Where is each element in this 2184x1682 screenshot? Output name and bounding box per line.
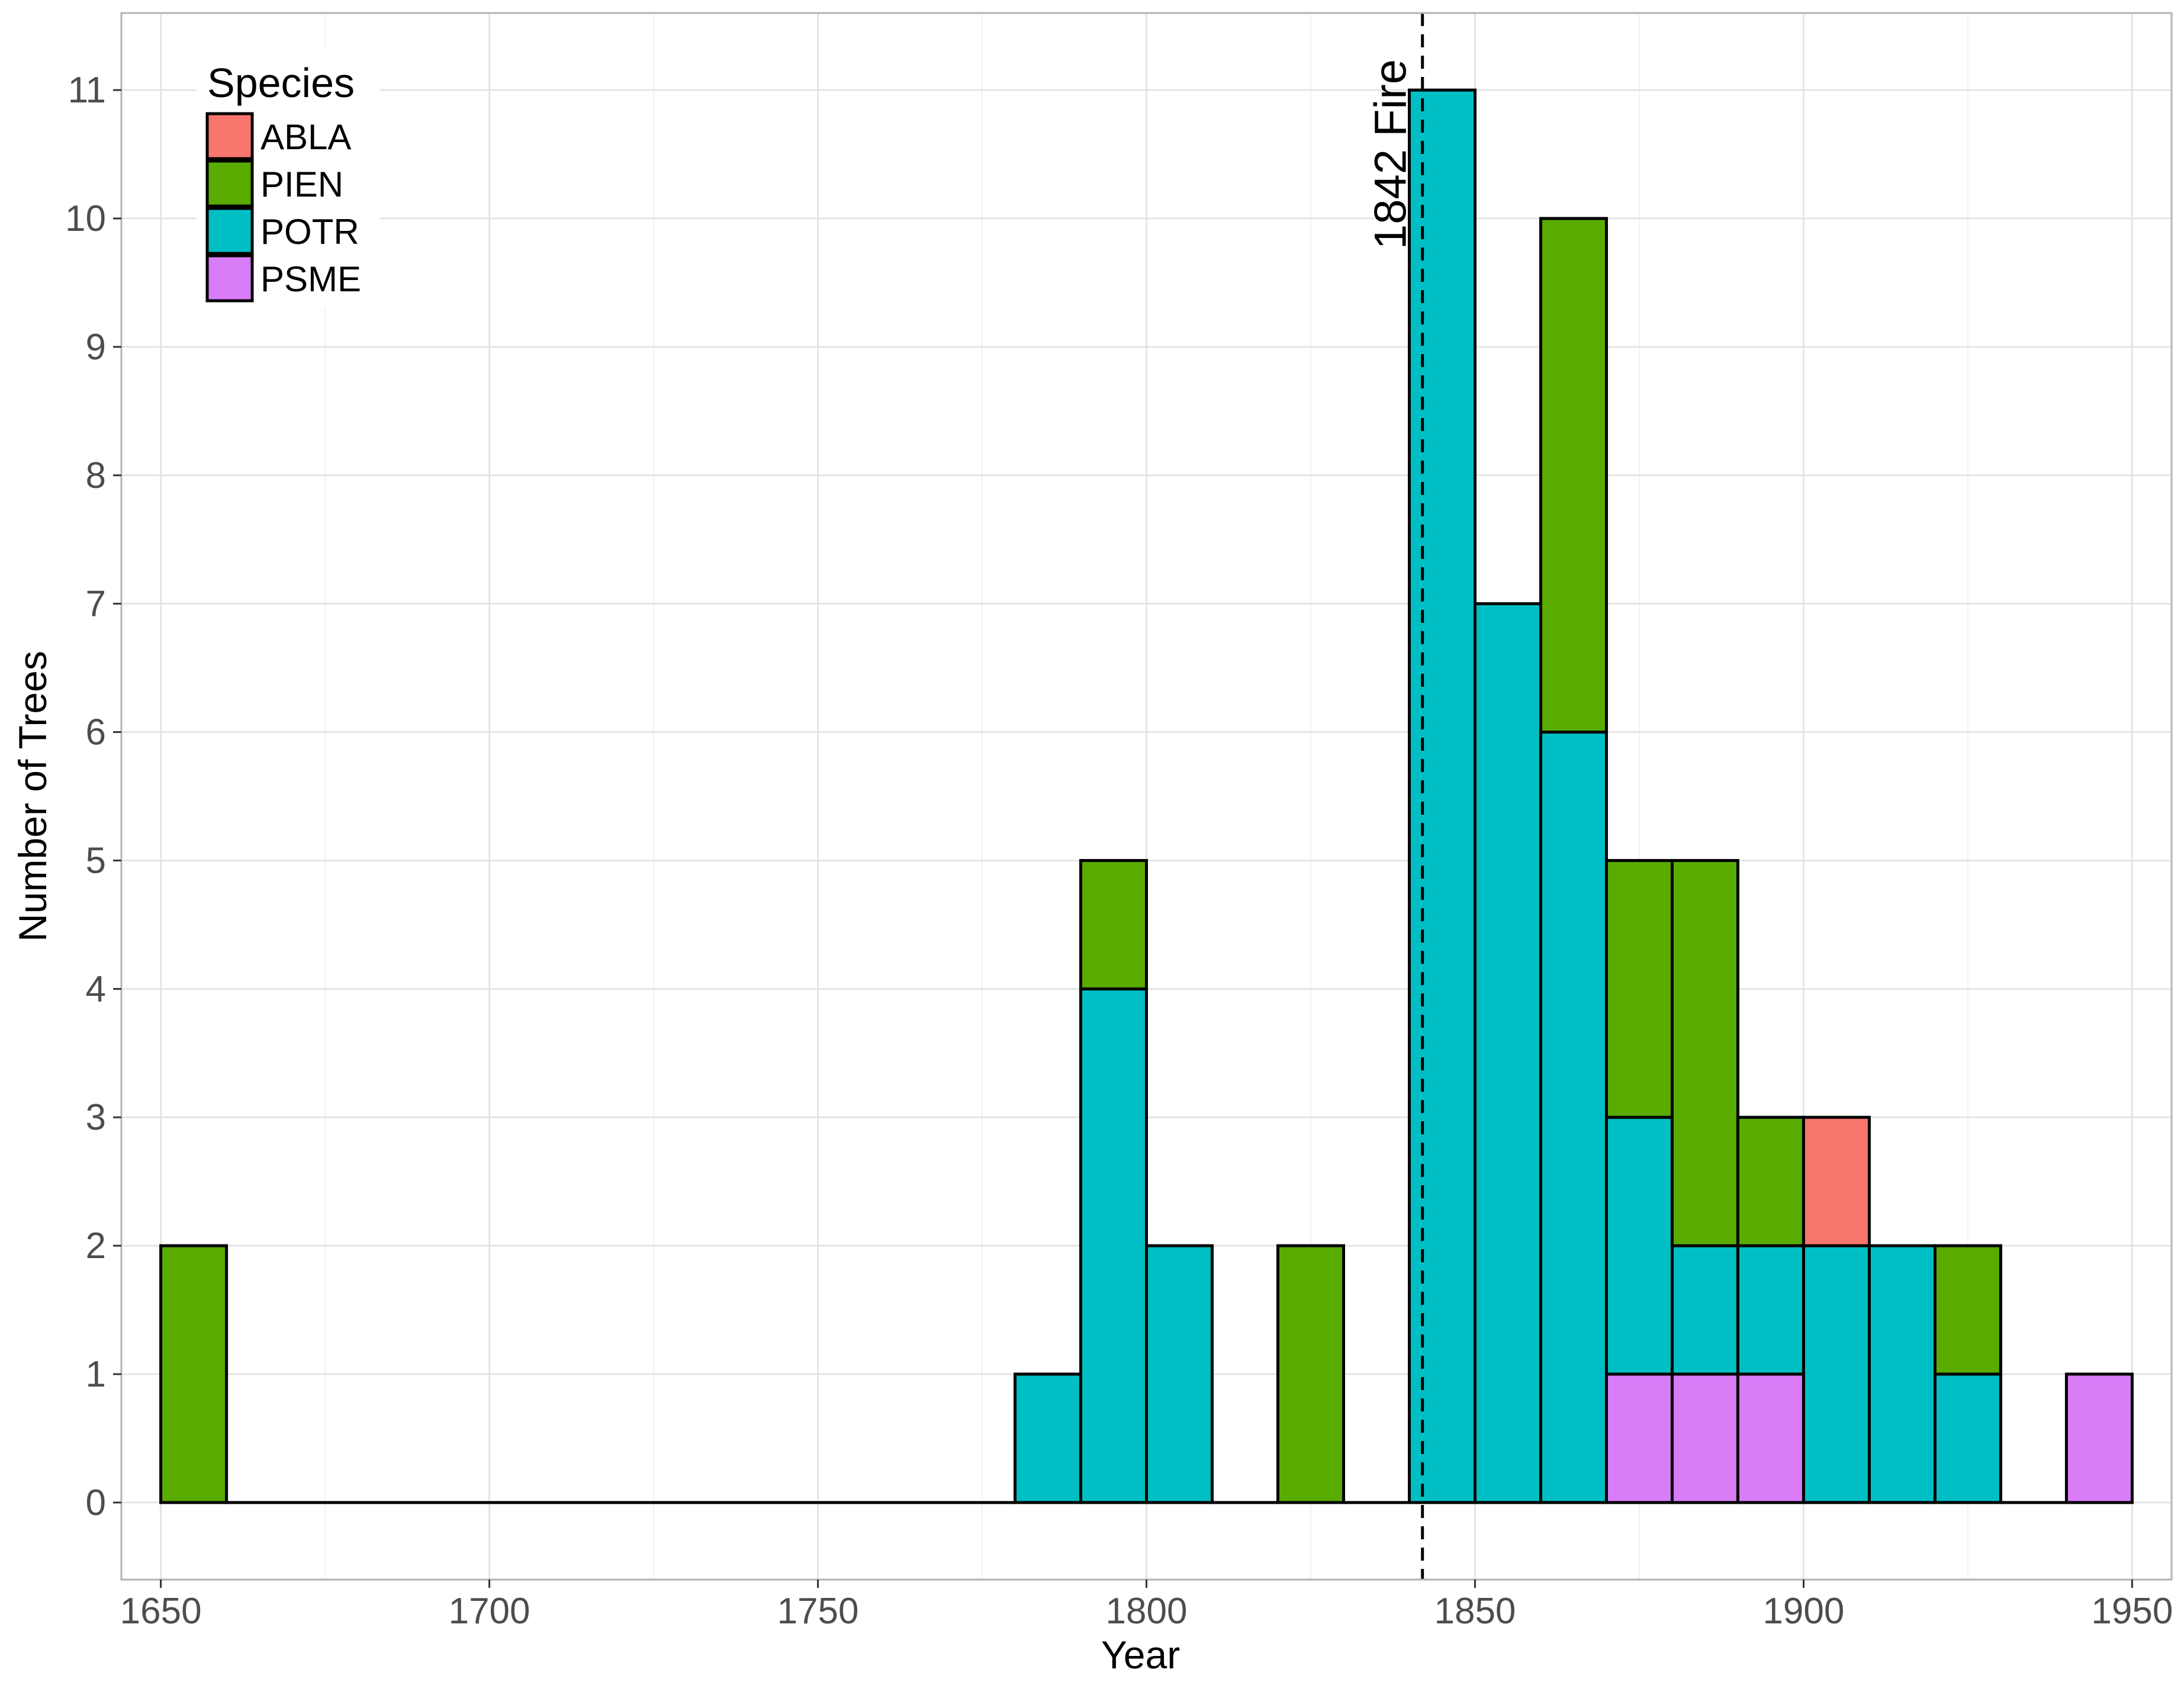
y-tick-label: 2 <box>86 1226 106 1266</box>
legend-title: Species <box>207 60 355 106</box>
bar-segment-potr <box>1933 1372 2002 1504</box>
bar-segment-abla <box>1802 1115 1871 1247</box>
bar-segment-potr <box>1670 1244 1739 1376</box>
bar-segment-potr <box>1145 1244 1214 1504</box>
bar-segment-pien <box>1539 217 1608 734</box>
x-tick-label: 1850 <box>1434 1591 1516 1632</box>
y-axis-title: Number of Trees <box>11 651 54 942</box>
annotations: 1842 Fire <box>1366 13 1424 1580</box>
x-tick-label: 1750 <box>777 1591 859 1632</box>
y-tick-label: 6 <box>86 712 106 753</box>
legend-key-potr <box>205 207 254 255</box>
bar-segment-potr <box>1736 1244 1805 1376</box>
legend-key-psme <box>205 254 254 303</box>
y-tick-label: 11 <box>68 70 106 111</box>
axes: 1650 1700 1750 1800 1850 1900 1950 0 1 2 3 4 5 6 7 8 9 10… <box>11 12 2173 1677</box>
y-tick-label: 1 <box>86 1354 106 1395</box>
bar-segment-potr <box>1539 731 1608 1504</box>
bars <box>159 88 2134 1504</box>
y-tick-label: 10 <box>65 198 106 239</box>
legend-key-pien <box>205 159 254 208</box>
bar-segment-potr <box>1802 1244 1871 1504</box>
legend-label-psme: PSME <box>260 259 361 299</box>
legend-label-abla: ABLA <box>260 117 351 157</box>
bar-segment-pien <box>1276 1244 1345 1504</box>
y-tick-label: 4 <box>86 969 106 1009</box>
legend: Species ABLA PIEN POTR PSME <box>197 47 380 308</box>
legend-key-abla <box>205 112 254 160</box>
bar-segment-pien <box>1079 858 1149 990</box>
x-axis-title: Year <box>1101 1633 1180 1677</box>
x-tick-label: 1650 <box>120 1591 202 1632</box>
bar-segment-potr <box>1473 602 1542 1504</box>
fire-annotation-label: 1842 Fire <box>1366 59 1416 249</box>
y-tick-label: 9 <box>86 327 106 368</box>
y-tick-label: 8 <box>86 455 106 496</box>
y-tick-label: 7 <box>86 584 106 625</box>
bar-segment-pien <box>1604 858 1674 1119</box>
bar-segment-potr <box>1014 1372 1083 1504</box>
bar-segment-psme <box>1670 1372 1739 1504</box>
bar-segment-pien <box>1933 1244 2002 1376</box>
x-tick-label: 1700 <box>449 1591 530 1632</box>
bar-segment-psme <box>1604 1372 1674 1504</box>
x-tick-label: 1950 <box>2091 1591 2173 1632</box>
y-tick-label: 0 <box>86 1482 106 1523</box>
legend-label-pien: PIEN <box>260 165 343 204</box>
bar-segment-psme <box>1736 1372 1805 1504</box>
x-tick-label: 1900 <box>1762 1591 1844 1632</box>
bar-segment-pien <box>1670 858 1739 1247</box>
bar-segment-potr <box>1079 987 1149 1504</box>
bar-segment-potr <box>1867 1244 1937 1504</box>
bar-segment-pien <box>1736 1115 1805 1247</box>
legend-label-potr: POTR <box>260 212 359 252</box>
bar-segment-pien <box>159 1244 229 1504</box>
bar-segment-potr <box>1604 1115 1674 1376</box>
y-tick-label: 3 <box>86 1097 106 1138</box>
bar-segment-psme <box>2064 1372 2134 1504</box>
x-tick-label: 1800 <box>1106 1591 1188 1632</box>
y-tick-label: 5 <box>86 840 106 881</box>
bar-segment-potr <box>1407 88 1477 1504</box>
